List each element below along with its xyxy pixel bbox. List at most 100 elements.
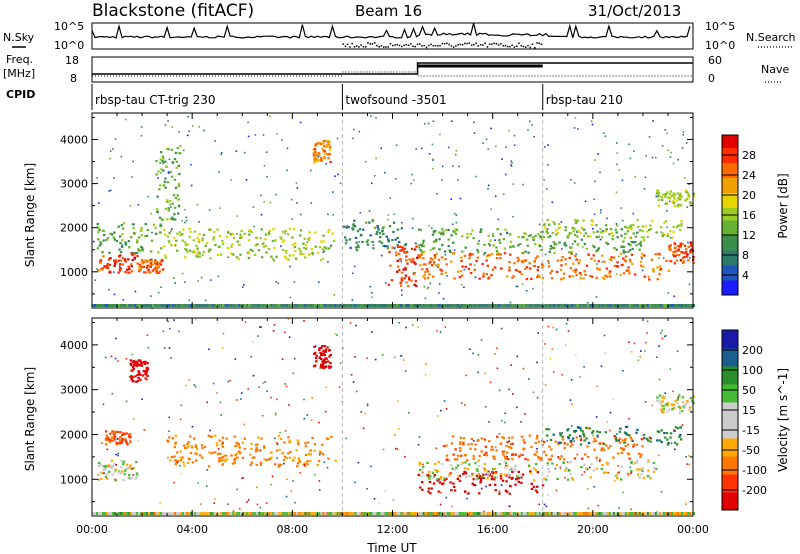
near-range-cell — [374, 512, 377, 515]
noise-cell — [581, 246, 584, 248]
scatter-cell — [130, 270, 134, 273]
noise-cell — [173, 277, 175, 279]
scatter-cell — [120, 439, 123, 442]
near-range-cell — [654, 304, 657, 307]
noise-cell — [583, 366, 585, 368]
scatter-cell — [508, 269, 511, 272]
scatter-cell — [166, 218, 169, 221]
near-range-cell — [588, 512, 591, 515]
noise-cell — [114, 478, 116, 481]
noise-cell — [681, 147, 684, 149]
scatter-cell — [632, 224, 635, 227]
scatter-cell — [179, 459, 182, 462]
noise-cell — [366, 404, 369, 407]
noise-cell — [320, 259, 322, 261]
noise-cell — [647, 236, 649, 238]
noise-cell — [137, 203, 140, 206]
near-range-cell — [558, 304, 561, 307]
noise-cell — [328, 346, 331, 348]
near-range-cell — [438, 512, 441, 515]
scatter-cell — [108, 271, 111, 274]
noise-cell — [528, 262, 531, 264]
noise-cell — [621, 219, 624, 222]
near-range-cell — [386, 512, 389, 515]
near-range-cell — [546, 512, 549, 515]
near-range-cell — [658, 512, 661, 515]
scatter-cell — [190, 445, 193, 448]
noise-cell — [561, 432, 563, 434]
near-range-cell — [552, 512, 555, 515]
noise-cell — [644, 401, 647, 403]
scatter-cell — [132, 368, 135, 371]
scatter-cell — [691, 399, 694, 402]
power-colorbar-cell — [722, 210, 738, 213]
scatter-cell — [641, 468, 644, 471]
near-range-cell — [356, 304, 359, 307]
scatter-cell — [585, 426, 588, 429]
noise-cell — [652, 120, 654, 122]
scatter-cell — [433, 474, 437, 477]
noise-cell — [431, 167, 434, 170]
y-tick-label: 3000 — [60, 178, 88, 191]
near-range-cell — [342, 512, 345, 515]
scatter-cell — [377, 228, 380, 231]
noise-cell — [94, 279, 96, 281]
noise-cell — [116, 438, 119, 440]
scatter-cell — [575, 220, 578, 223]
noise-cell — [276, 398, 278, 401]
scatter-cell — [279, 236, 282, 239]
scatter-cell — [108, 263, 111, 266]
noise-cell — [487, 184, 490, 187]
near-range-cell — [442, 512, 445, 515]
near-range-cell — [330, 512, 333, 515]
scatter-cell — [433, 247, 436, 250]
scatter-cell — [469, 252, 472, 255]
power-colorbar-cell — [722, 150, 738, 153]
scatter-cell — [610, 256, 613, 259]
scatter-cell — [312, 152, 316, 155]
scatter-cell — [530, 482, 533, 485]
noise-cell — [581, 473, 583, 476]
scatter-cell — [163, 180, 167, 183]
power-colorbar-cell — [722, 277, 738, 281]
near-range-cell — [202, 512, 205, 515]
scatter-cell — [194, 445, 198, 448]
scatter-cell — [153, 267, 157, 270]
scatter-cell — [200, 456, 204, 459]
scatter-cell — [138, 359, 142, 362]
noise-cell — [178, 330, 180, 333]
noise-cell — [314, 345, 317, 347]
scatter-cell — [111, 439, 114, 442]
scatter-cell — [304, 256, 307, 259]
scatter-cell — [477, 251, 480, 254]
scatter-cell — [220, 443, 223, 446]
scatter-cell — [113, 231, 116, 234]
scatter-cell — [262, 245, 266, 248]
near-range-cell — [474, 304, 477, 307]
power-colorbar-cell — [722, 155, 738, 158]
noise-cell — [496, 367, 499, 370]
scatter-cell — [164, 207, 168, 210]
near-range-cell — [596, 512, 599, 515]
noise-cell — [584, 200, 587, 203]
scatter-cell — [272, 228, 275, 231]
scatter-cell — [551, 462, 554, 465]
noise-search-dot — [389, 43, 392, 45]
noise-cell — [432, 159, 434, 161]
scatter-cell — [541, 484, 545, 487]
scatter-cell — [550, 269, 554, 272]
scatter-cell — [306, 463, 309, 466]
scatter-cell — [597, 247, 600, 250]
near-range-cell — [456, 304, 459, 307]
scatter-cell — [614, 436, 618, 439]
scatter-cell — [213, 230, 216, 233]
near-range-cell — [360, 512, 363, 515]
scatter-cell — [583, 242, 587, 246]
noise-cell — [351, 299, 354, 301]
near-range-cell — [576, 512, 579, 515]
noise-cell — [266, 390, 268, 392]
noise-cell — [632, 241, 635, 244]
near-range-cell — [673, 304, 675, 307]
scatter-cell — [681, 256, 685, 260]
scatter-cell — [421, 488, 424, 491]
